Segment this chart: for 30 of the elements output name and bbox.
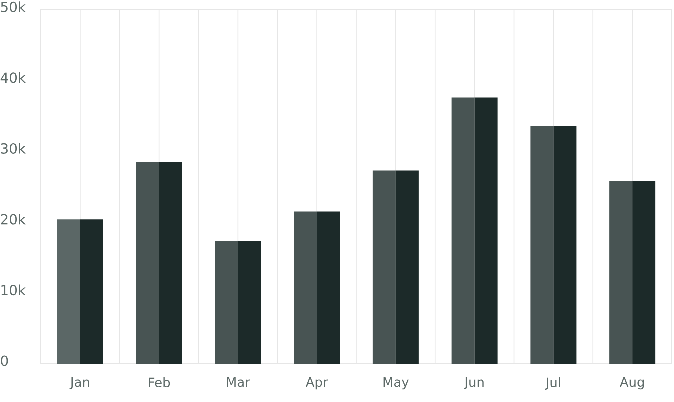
y-tick-label: 10k [2, 284, 26, 296]
bar [215, 242, 238, 364]
bar [632, 181, 656, 364]
x-tick-label: Feb [149, 378, 170, 388]
y-tick-label: 20k [1, 214, 26, 225]
bar [396, 170, 419, 364]
bar [136, 162, 160, 364]
x-tick-label: Jan [70, 378, 90, 390]
x-tick-label: Mar [227, 378, 250, 388]
bar [238, 242, 262, 364]
y-tick-label: 50k [1, 2, 26, 12]
bar [610, 181, 633, 364]
x-tick-label: Aug [620, 378, 644, 390]
bar [80, 220, 104, 364]
x-tick-label: Jul [545, 378, 560, 390]
x-tick-label: Apr [306, 378, 328, 390]
bar [317, 212, 340, 364]
y-tick-label: 0 [1, 356, 8, 366]
bar [372, 170, 396, 364]
bar [57, 220, 80, 364]
bar [474, 98, 498, 364]
bar [294, 212, 318, 364]
y-tick-label: 30k [1, 143, 26, 154]
y-tick-label: 40k [0, 72, 26, 84]
bar [530, 126, 554, 364]
x-tick-label: May [384, 378, 409, 390]
bar [554, 126, 577, 364]
bar [159, 162, 182, 364]
x-tick-label: Jun [464, 378, 484, 390]
bar [452, 98, 475, 364]
